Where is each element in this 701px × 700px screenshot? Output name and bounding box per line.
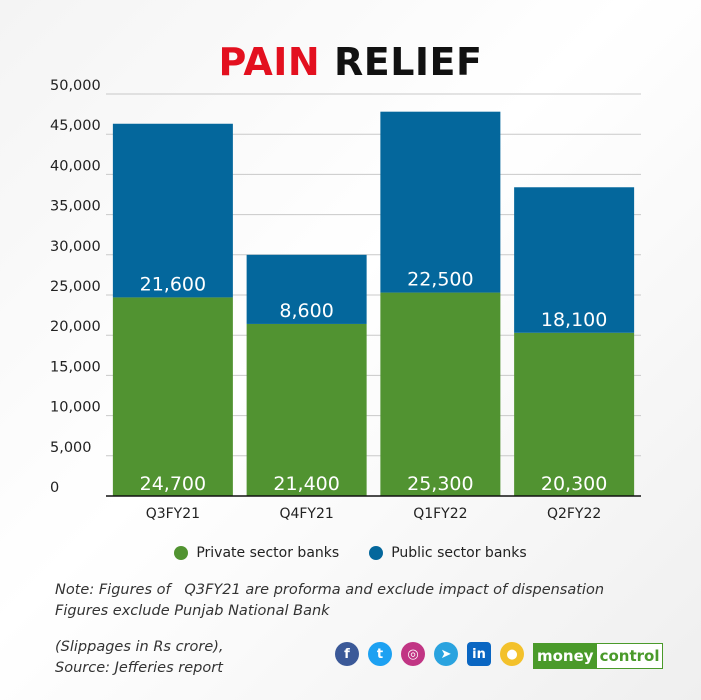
y-tick-label: 30,000 [50, 239, 101, 255]
x-tick-label: Q1FY22 [413, 506, 467, 522]
chart-notes: Note: Figures of Q3FY21 are proforma and… [55, 580, 675, 622]
linkedin-icon[interactable]: in [467, 642, 491, 666]
twitter-icon[interactable]: t [368, 642, 392, 666]
y-tick-label: 10,000 [50, 400, 101, 416]
telegram-icon[interactable]: ➤ [434, 642, 458, 666]
x-tick-label: Q3FY21 [146, 506, 200, 522]
stacked-bar-chart: 0 5,000 10,000 15,000 20,000 25,000 30,000 35,0… [50, 78, 641, 522]
bar-value-label: 22,500 [407, 269, 473, 291]
koo-icon[interactable]: ● [500, 642, 524, 666]
y-tick-label: 20,000 [50, 319, 101, 335]
bar-public [246, 254, 367, 324]
bar-private [380, 292, 501, 496]
legend-item-public: Public sector banks [369, 545, 527, 561]
bar-value-label: 24,700 [140, 473, 206, 495]
y-tick-label: 25,000 [50, 279, 101, 295]
bar-value-label: 18,100 [541, 309, 607, 331]
y-tick-label: 45,000 [50, 118, 101, 134]
bar-value-label: 20,300 [541, 473, 607, 495]
bar-public [514, 187, 635, 333]
chart-source: (Slippages in Rs crore), Source: Jefferi… [55, 637, 224, 679]
bar-public [380, 111, 501, 293]
logo-part-2: control [596, 644, 663, 668]
y-tick-label: 15,000 [50, 359, 101, 375]
instagram-icon[interactable]: ◎ [401, 642, 425, 666]
x-tick-label: Q4FY21 [279, 506, 333, 522]
y-tick-label: 5,000 [50, 440, 92, 456]
logo-part-1: money [534, 644, 597, 668]
note-line-2: Figures exclude Punjab National Bank [55, 603, 330, 619]
bar-private [112, 297, 233, 496]
note-line-4: Source: Jefferies report [55, 660, 223, 676]
bar-value-label: 21,600 [140, 273, 206, 295]
x-tick-label: Q2FY22 [547, 506, 601, 522]
bar-private [514, 332, 635, 496]
bar-value-label: 25,300 [407, 473, 473, 495]
legend-label-public: Public sector banks [391, 545, 527, 561]
moneycontrol-logo[interactable]: money control [533, 643, 664, 669]
legend-swatch-private [174, 546, 189, 560]
note-line-3: (Slippages in Rs crore), [55, 639, 224, 655]
title-part-2: RELIEF [333, 40, 483, 84]
social-icons: f t ◎ ➤ in ● [335, 642, 524, 666]
facebook-icon[interactable]: f [335, 642, 359, 666]
y-tick-label: 50,000 [50, 78, 101, 94]
y-tick-label: 0 [50, 480, 59, 496]
bar-private [246, 323, 367, 496]
y-tick-label: 40,000 [50, 158, 101, 174]
bar-value-label: 8,600 [279, 300, 333, 322]
note-line-1: Note: Figures of Q3FY21 are proforma and… [55, 582, 605, 598]
legend-swatch-public [369, 546, 384, 560]
bar-value-label: 21,400 [273, 473, 339, 495]
title-part-1: PAIN [218, 40, 321, 84]
chart-title: PAIN RELIEF [0, 40, 701, 84]
legend-label-private: Private sector banks [196, 545, 340, 561]
legend-item-private: Private sector banks [174, 545, 339, 561]
chart-legend: Private sector banks Public sector banks [0, 545, 701, 561]
bar-public [112, 123, 233, 298]
y-tick-label: 35,000 [50, 199, 101, 215]
